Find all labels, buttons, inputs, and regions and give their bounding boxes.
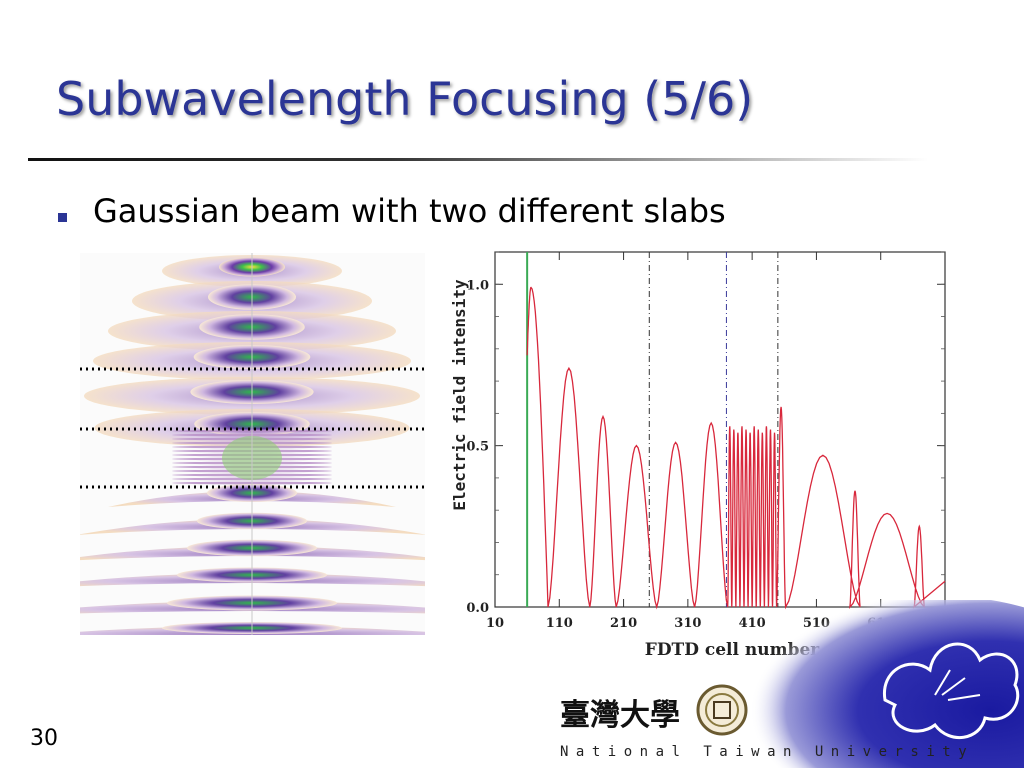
intensity-curve — [526, 286, 946, 610]
x-tick-label: 110 — [546, 616, 573, 631]
university-name: National Taiwan University — [560, 744, 975, 760]
page-title: Subwavelength Focusing (5/6) — [56, 72, 754, 126]
page-number: 30 — [30, 726, 58, 751]
bullet-text: Gaussian beam with two different slabs — [93, 192, 726, 230]
x-tick-label: 410 — [739, 616, 766, 631]
intensity-plot: 101102103104105106107100.00.51.0 FDTD ce… — [450, 251, 959, 660]
title-divider — [28, 158, 928, 161]
y-tick-label: 0.0 — [466, 601, 489, 616]
university-logo: 臺灣大學 — [560, 684, 748, 736]
x-tick-label: 310 — [674, 616, 701, 631]
logo-chinese-text: 臺灣大學 — [560, 698, 680, 733]
flower-icon — [883, 642, 1020, 740]
y-tick-label: 0.5 — [466, 440, 489, 455]
field-pattern-image — [80, 253, 425, 635]
plot-frame — [494, 251, 946, 608]
y-tick-label: 1.0 — [466, 278, 489, 293]
x-tick-label: 10 — [486, 616, 504, 631]
bullet-marker — [58, 213, 67, 222]
x-tick-label: 210 — [610, 616, 637, 631]
y-axis-label: Electric field intensity — [450, 279, 469, 511]
flower-decoration — [730, 600, 1024, 768]
